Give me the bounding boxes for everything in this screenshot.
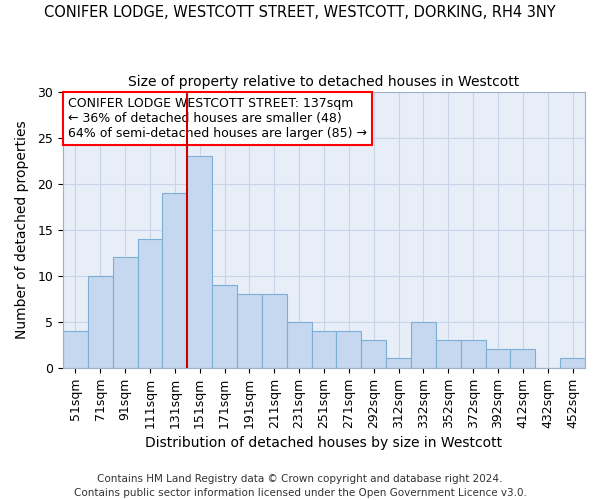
Bar [63,331,88,368]
Bar [461,340,485,367]
X-axis label: Distribution of detached houses by size in Westcott: Distribution of detached houses by size … [145,436,503,450]
Bar [386,358,411,368]
Bar [137,239,163,368]
Bar [411,322,436,368]
Bar [436,340,461,367]
Text: CONIFER LODGE, WESTCOTT STREET, WESTCOTT, DORKING, RH4 3NY: CONIFER LODGE, WESTCOTT STREET, WESTCOTT… [44,5,556,20]
Bar [187,156,212,368]
Bar [88,276,113,368]
Bar [237,294,262,368]
Text: Contains HM Land Registry data © Crown copyright and database right 2024.
Contai: Contains HM Land Registry data © Crown c… [74,474,526,498]
Bar [163,193,187,368]
Bar [511,349,535,368]
Bar [485,349,511,368]
Bar [361,340,386,367]
Bar [212,285,237,368]
Bar [311,331,337,368]
Bar [262,294,287,368]
Bar [287,322,311,368]
Y-axis label: Number of detached properties: Number of detached properties [15,120,29,339]
Bar [560,358,585,368]
Text: CONIFER LODGE WESTCOTT STREET: 137sqm
← 36% of detached houses are smaller (48)
: CONIFER LODGE WESTCOTT STREET: 137sqm ← … [68,97,367,140]
Title: Size of property relative to detached houses in Westcott: Size of property relative to detached ho… [128,75,520,89]
Bar [113,257,137,368]
Bar [337,331,361,368]
